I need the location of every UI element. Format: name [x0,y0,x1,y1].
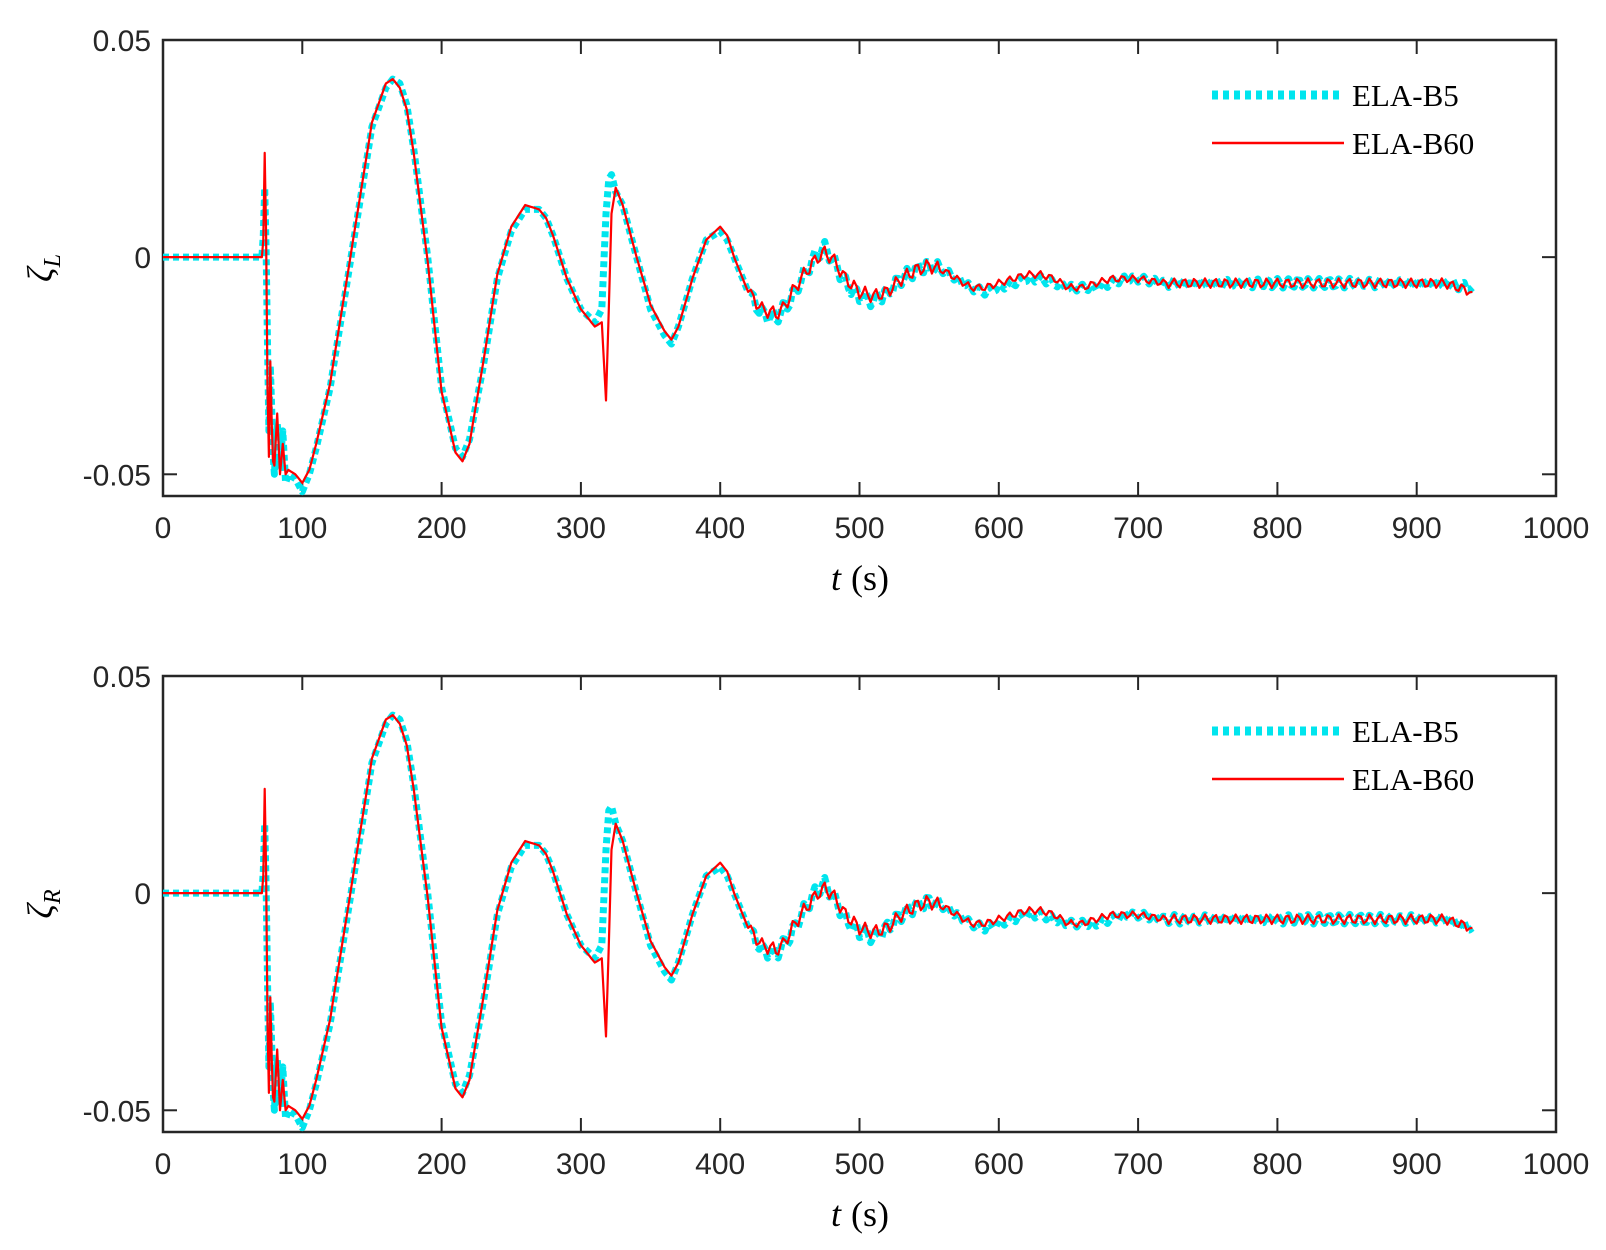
y-tick-label: 0.05 [93,661,151,694]
legend-box [1200,65,1550,175]
y-axis-title: ζR [20,889,66,919]
x-tick-label: 700 [1113,512,1163,545]
x-tick-label: 700 [1113,1148,1163,1181]
x-tick-label: 500 [834,1148,884,1181]
legend-box [1200,701,1550,811]
x-axis: 0 100 200 300 400 500 600 700 800 900 1000 [155,676,1590,1181]
y-tick-label: 0 [134,242,151,275]
series-layer [163,711,1475,1132]
x-axis-title: t (s) [831,1194,889,1234]
x-tick-label: 200 [417,1148,467,1181]
x-tick-label: 1000 [1523,512,1590,545]
x-tick-label: 900 [1392,1148,1442,1181]
x-tick-label: 300 [556,512,606,545]
x-tick-label: 400 [695,512,745,545]
x-tick-label: 500 [834,512,884,545]
x-tick-label: 600 [974,1148,1024,1181]
y-tick-label: -0.05 [83,1095,151,1128]
chart-bottom-zeta-r: 0 100 200 300 400 500 600 700 800 900 1000 -0.0500… [20,661,1589,1234]
legend-label-ela-b60: ELA-B60 [1352,126,1474,161]
y-tick-label: -0.05 [83,459,151,492]
x-tick-label: 200 [417,512,467,545]
x-tick-label: 900 [1392,512,1442,545]
x-tick-label: 1000 [1523,1148,1590,1181]
x-tick-label: 0 [155,512,172,545]
legend: ELA-B5 ELA-B60 [1200,701,1550,811]
x-tick-label: 400 [695,1148,745,1181]
x-tick-label: 800 [1252,1148,1302,1181]
series-layer [163,75,1475,496]
x-tick-label: 100 [277,1148,327,1181]
x-tick-label: 0 [155,1148,172,1181]
x-tick-label: 100 [277,512,327,545]
y-tick-label: 0 [134,878,151,911]
legend-label-ela-b5: ELA-B5 [1352,714,1459,749]
y-axis-title: ζL [20,254,66,282]
legend: ELA-B5 ELA-B60 [1200,65,1550,175]
series-line-ela-b60 [163,77,1473,485]
x-axis-title: t (s) [831,558,889,598]
legend-label-ela-b60: ELA-B60 [1352,762,1474,797]
chart-top-zeta-l: 0 100 200 300 400 500 600 700 800 900 1000 -0.0500… [20,25,1589,598]
series-line-ela-b60 [163,713,1473,1121]
x-tick-label: 800 [1252,512,1302,545]
y-tick-label: 0.05 [93,25,151,58]
x-axis: 0 100 200 300 400 500 600 700 800 900 1000 [155,40,1590,545]
legend-label-ela-b5: ELA-B5 [1352,78,1459,113]
x-tick-label: 600 [974,512,1024,545]
x-tick-label: 300 [556,1148,606,1181]
